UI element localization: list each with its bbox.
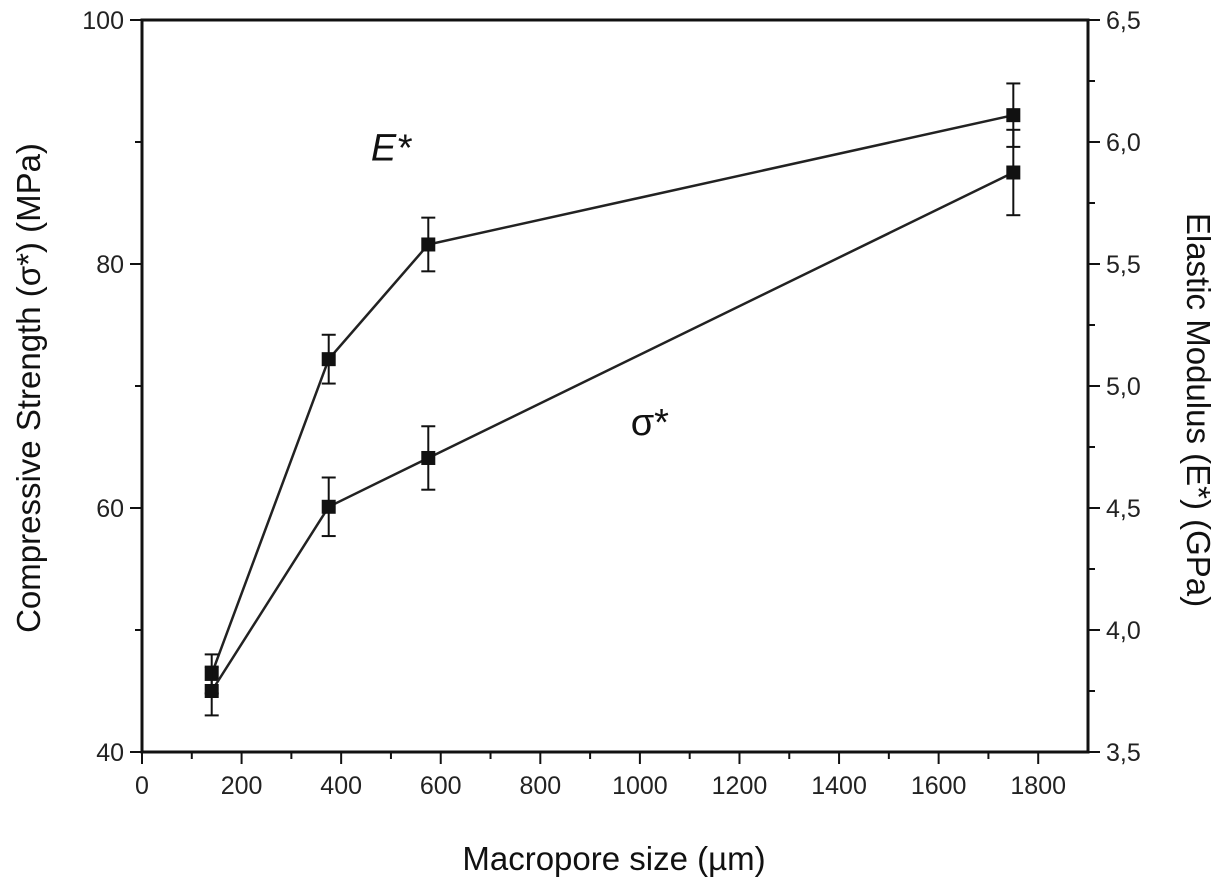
y-right-tick-label: 5,0 bbox=[1106, 373, 1141, 401]
elastic-modulus-point bbox=[1006, 108, 1021, 123]
compressive-strength-line bbox=[210, 171, 1014, 692]
compressive-strength-point bbox=[204, 684, 219, 698]
x-tick-label: 400 bbox=[320, 772, 362, 800]
y-right-axis-ticks: 3,5 4,0 4,5 5,0 5,5 6,0 6,5 bbox=[1088, 7, 1141, 767]
series-layer bbox=[204, 82, 1021, 717]
y-right-tick-label: 4,0 bbox=[1106, 617, 1141, 645]
compressive-strength-point bbox=[421, 450, 436, 465]
y-right-tick-label: 6,0 bbox=[1106, 129, 1141, 157]
y-left-axis-ticks: 40 60 80 100 bbox=[82, 7, 142, 767]
x-tick-label: 1800 bbox=[1010, 772, 1066, 800]
compressive-strength-point bbox=[321, 499, 336, 514]
y-right-tick-label: 4,5 bbox=[1106, 495, 1141, 523]
x-axis-ticks: 0 200 400 600 800 1000 1200 1400 1600 1800 bbox=[135, 752, 1066, 800]
x-tick-label: 600 bbox=[420, 772, 462, 800]
x-tick-label: 200 bbox=[221, 772, 263, 800]
x-tick-label: 1000 bbox=[612, 772, 668, 800]
x-axis-title: Macropore size (µm) bbox=[462, 840, 765, 877]
y-left-tick-label: 100 bbox=[82, 7, 124, 35]
y-left-tick-label: 40 bbox=[96, 739, 124, 767]
x-tick-label: 800 bbox=[519, 772, 561, 800]
x-tick-label: 1200 bbox=[712, 772, 768, 800]
annotation-sigma-star: σ* bbox=[631, 402, 669, 444]
x-tick-label: 1400 bbox=[811, 772, 867, 800]
elastic-modulus-line bbox=[210, 113, 1014, 675]
y-left-tick-label: 80 bbox=[96, 251, 124, 279]
y-left-axis-title: Compressive Strength (σ*) (MPa) bbox=[10, 143, 47, 633]
annotation-layer: E* σ* bbox=[371, 127, 669, 444]
elastic-modulus-point bbox=[321, 352, 336, 367]
elastic-modulus-point bbox=[421, 237, 436, 252]
x-tick-label: 1600 bbox=[911, 772, 967, 800]
annotation-e-star: E* bbox=[371, 127, 412, 169]
x-tick-label: 0 bbox=[135, 772, 149, 800]
y-right-tick-label: 3,5 bbox=[1106, 739, 1141, 767]
y-left-tick-label: 60 bbox=[96, 495, 124, 523]
y-right-tick-label: 6,5 bbox=[1106, 7, 1141, 35]
y-right-tick-label: 5,5 bbox=[1106, 251, 1141, 279]
y-right-axis-title: Elastic Modulus (E*) (GPa) bbox=[1180, 213, 1217, 607]
compressive-strength-point bbox=[1006, 165, 1021, 180]
